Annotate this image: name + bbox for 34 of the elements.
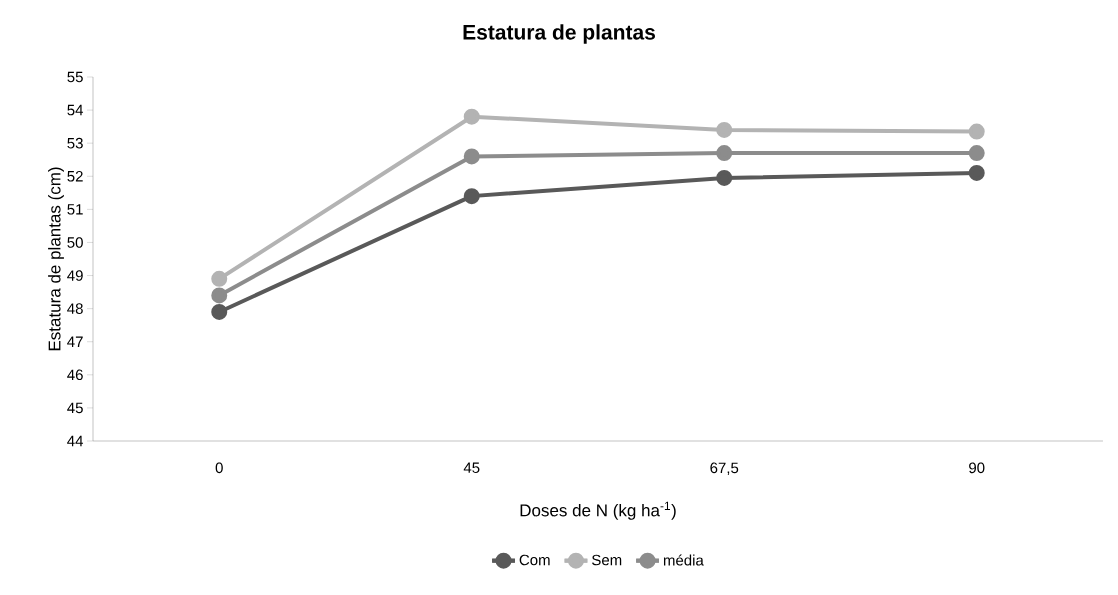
point — [716, 145, 733, 162]
y-tick-label: 53 — [67, 137, 83, 149]
point — [211, 287, 228, 304]
legend-label: Sem — [592, 554, 622, 566]
y-tick-label: 48 — [67, 303, 83, 314]
y-tick-label: 51 — [67, 204, 83, 215]
x-tick-label: 0 — [215, 462, 223, 474]
point — [716, 169, 733, 186]
point — [463, 188, 480, 205]
y-tick-label: 52 — [67, 170, 83, 182]
y-tick-label: 44 — [67, 435, 84, 447]
legend-label: Com — [519, 554, 550, 566]
x-tick-label: 67,5 — [710, 462, 739, 475]
chart-title: Estatura de plantas — [463, 24, 655, 44]
point — [463, 108, 480, 125]
y-tick-label: 55 — [67, 71, 83, 83]
point — [968, 145, 985, 162]
x-tick-label: 90 — [969, 462, 985, 474]
y-tick-label: 49 — [67, 270, 83, 281]
point — [463, 148, 480, 165]
legend-label: média — [663, 554, 704, 566]
y-tick-label: 45 — [67, 402, 83, 414]
x-tick-label: 45 — [463, 462, 480, 473]
point — [211, 303, 228, 320]
y-tick-label: 50 — [67, 237, 83, 248]
y-tick-label: 47 — [67, 336, 83, 347]
y-tick-label: 54 — [67, 104, 84, 116]
y-axis-title: Estatura de plantas (cm) — [48, 167, 64, 351]
y-tick-label: 46 — [67, 369, 83, 381]
point — [968, 164, 985, 181]
point — [716, 121, 733, 138]
point — [968, 123, 985, 140]
x-axis-title: Doses de N (kg ha$^{-1}$) — [520, 501, 676, 520]
point — [211, 270, 228, 287]
